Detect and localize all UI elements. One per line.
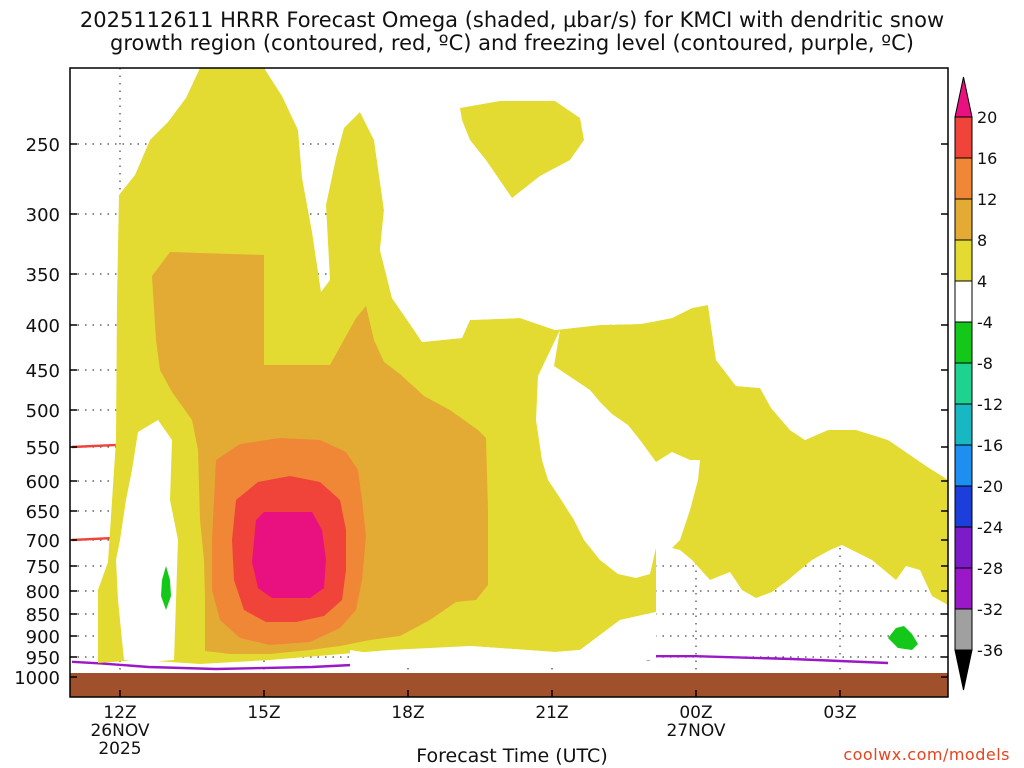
title-line-1: 2025112611 HRRR Forecast Omega (shaded, … (79, 8, 945, 32)
omega-green-blob-2 (888, 626, 918, 650)
colorbar-swatch (954, 526, 973, 569)
ground-surface (70, 673, 948, 697)
plot-frame (69, 67, 949, 698)
y-tick-label: 900 (26, 627, 60, 648)
y-tick-label: 350 (26, 265, 60, 286)
colorbar-label: -12 (977, 395, 1003, 414)
x-tick-label: 15Z (247, 703, 280, 723)
y-tick-label: 850 (26, 605, 60, 626)
colorbar-top-arrow (954, 76, 973, 118)
colorbar-label: -28 (977, 559, 1003, 578)
colorbar-swatch (954, 157, 973, 200)
y-tick-label: 700 (26, 531, 60, 552)
colorbar-label: -16 (977, 436, 1003, 455)
omega-white-hole-2 (536, 330, 700, 578)
colorbar-bottom-arrow (954, 649, 973, 691)
colorbar-label: 4 (977, 272, 987, 291)
colorbar-swatch (954, 198, 973, 241)
colorbar-swatch (954, 321, 973, 364)
colorbar-label: 20 (977, 108, 997, 127)
y-tick-label: 250 (26, 135, 60, 156)
x-tick-label: 03Z (823, 703, 856, 723)
x-tick-label: 2025 (98, 739, 141, 759)
x-tick-label: 26NOV (90, 721, 149, 741)
x-axis-title: Forecast Time (UTC) (416, 745, 608, 767)
colorbar-label: -20 (977, 477, 1003, 496)
colorbar-label: -8 (977, 354, 993, 373)
y-tick-label: 800 (26, 582, 60, 603)
omega-white-hole-4 (350, 612, 656, 668)
colorbar-label: -32 (977, 600, 1003, 619)
y-tick-label: 500 (26, 401, 60, 422)
x-tick-label: 00Z (679, 703, 712, 723)
colorbar-swatch (954, 608, 973, 651)
omega-max-region (252, 512, 326, 598)
y-tick-label: 450 (26, 361, 60, 382)
x-tick-label: 18Z (391, 703, 424, 723)
y-tick-label: 400 (26, 316, 60, 337)
omega-4-8-island (460, 101, 584, 198)
credit-link[interactable]: coolwx.com/models (843, 745, 1010, 764)
y-tick-label: 300 (26, 205, 60, 226)
title-line-2: growth region (contoured, red, ºC) and f… (110, 31, 914, 55)
colorbar-swatch (954, 485, 973, 528)
colorbar-label: -24 (977, 518, 1003, 537)
y-tick-label: 550 (26, 438, 60, 459)
x-tick-label: 27NOV (666, 721, 725, 741)
colorbar-swatch (954, 444, 973, 487)
y-tick-label: 600 (26, 472, 60, 493)
colorbar-label: 12 (977, 190, 997, 209)
colorbar-label: -36 (977, 641, 1003, 660)
colorbar-label: 8 (977, 231, 987, 250)
x-tick-label: 21Z (535, 703, 568, 723)
omega-green-blob-1 (161, 566, 171, 610)
colorbar-swatch (954, 116, 973, 159)
y-tick-label: 650 (26, 502, 60, 523)
colorbar-swatch (954, 403, 973, 446)
colorbar-label: 16 (977, 149, 997, 168)
omega-white-hole-1 (116, 420, 178, 662)
y-tick-label: 950 (26, 648, 60, 669)
x-tick-label: 12Z (103, 703, 136, 723)
colorbar-swatch (954, 567, 973, 610)
y-tick-label: 1000 (14, 668, 60, 689)
colorbar-swatch (954, 239, 973, 282)
y-tick-label: 750 (26, 557, 60, 578)
colorbar-swatch (954, 362, 973, 405)
colorbar-swatch (954, 280, 973, 323)
colorbar-label: -4 (977, 313, 993, 332)
